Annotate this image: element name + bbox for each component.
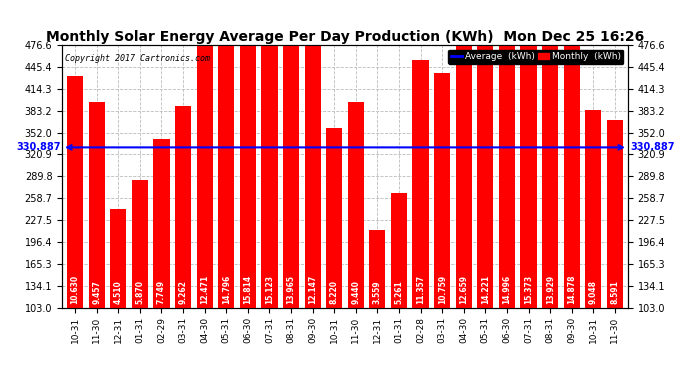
Bar [585, 110, 602, 308]
Title: Monthly Solar Energy Average Per Day Production (KWh)  Mon Dec 25 16:26: Monthly Solar Energy Average Per Day Pro… [46, 30, 644, 44]
Text: 330.887: 330.887 [17, 142, 61, 152]
Text: 14.796: 14.796 [221, 275, 230, 304]
Bar [520, 0, 537, 308]
Text: 10.759: 10.759 [437, 275, 446, 304]
Bar [413, 60, 428, 308]
Bar [607, 120, 623, 308]
Text: 9.048: 9.048 [589, 280, 598, 304]
Text: 5.870: 5.870 [135, 280, 144, 304]
Text: 4.510: 4.510 [114, 280, 123, 304]
Text: 3.559: 3.559 [373, 280, 382, 304]
Text: 15.814: 15.814 [244, 275, 253, 304]
Bar [564, 0, 580, 308]
Text: 5.261: 5.261 [395, 280, 404, 304]
Bar [455, 32, 472, 308]
Bar [369, 230, 386, 308]
Bar [477, 0, 493, 308]
Bar [348, 102, 364, 308]
Bar [283, 3, 299, 308]
Text: 9.262: 9.262 [179, 280, 188, 304]
Text: 14.996: 14.996 [502, 275, 511, 304]
Text: 11.357: 11.357 [416, 275, 425, 304]
Bar [132, 180, 148, 308]
Text: 330.887: 330.887 [631, 142, 676, 152]
Bar [434, 73, 451, 308]
Bar [218, 0, 235, 308]
Bar [304, 43, 321, 308]
Bar [110, 209, 126, 308]
Text: Copyright 2017 Cartronics.com: Copyright 2017 Cartronics.com [65, 54, 210, 63]
Text: 9.440: 9.440 [351, 280, 360, 304]
Bar [542, 4, 558, 308]
Text: 7.749: 7.749 [157, 280, 166, 304]
Text: 8.591: 8.591 [611, 280, 620, 304]
Bar [153, 139, 170, 308]
Text: 13.965: 13.965 [286, 275, 295, 304]
Bar [326, 129, 342, 308]
Bar [88, 102, 105, 308]
Text: 8.220: 8.220 [330, 280, 339, 304]
Text: 12.471: 12.471 [200, 275, 209, 304]
Bar [197, 36, 213, 308]
Text: 13.929: 13.929 [546, 275, 555, 304]
Text: 14.221: 14.221 [481, 275, 490, 304]
Bar [67, 76, 83, 308]
Text: 12.659: 12.659 [460, 275, 469, 304]
Text: 15.373: 15.373 [524, 275, 533, 304]
Text: 14.878: 14.878 [567, 274, 576, 304]
Text: 15.123: 15.123 [265, 275, 274, 304]
Text: 10.630: 10.630 [70, 275, 79, 304]
Bar [499, 0, 515, 308]
Text: 9.457: 9.457 [92, 280, 101, 304]
Text: 12.147: 12.147 [308, 275, 317, 304]
Bar [262, 0, 277, 308]
Legend: Average  (kWh), Monthly  (kWh): Average (kWh), Monthly (kWh) [448, 50, 623, 64]
Bar [239, 0, 256, 308]
Bar [175, 106, 191, 308]
Bar [391, 193, 407, 308]
